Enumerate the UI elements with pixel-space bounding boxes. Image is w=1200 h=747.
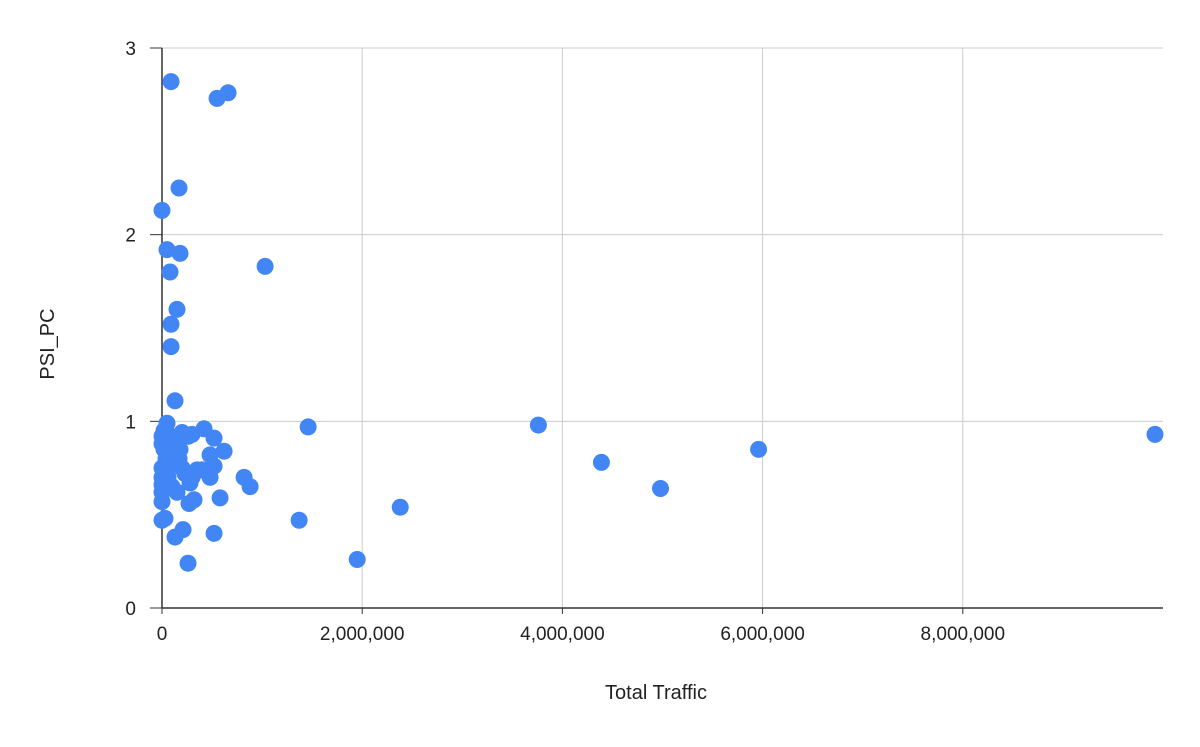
y-tick-label: 3 xyxy=(125,39,136,60)
data-point xyxy=(348,550,366,568)
data-point xyxy=(158,241,176,259)
x-tick-label: 4,000,000 xyxy=(520,624,605,645)
data-point xyxy=(153,201,171,219)
data-point xyxy=(241,478,259,496)
y-axis-title: PSI_PC xyxy=(37,308,59,379)
y-tick-label: 2 xyxy=(125,226,136,247)
data-point xyxy=(180,494,198,512)
data-point xyxy=(171,244,189,262)
data-point xyxy=(290,511,308,529)
tick-labels: 0 1 2 3 0 2,000,000 4,000,000 6,000,000 8,000,00… xyxy=(125,39,1005,645)
data-point xyxy=(592,453,610,471)
grid-layer xyxy=(162,47,1163,608)
x-tick-label: 8,000,000 xyxy=(921,624,1006,645)
y-tick-label: 0 xyxy=(125,599,136,620)
data-point xyxy=(166,392,184,410)
axis-layer xyxy=(150,47,1163,614)
data-point xyxy=(176,465,194,483)
data-point xyxy=(179,554,197,572)
data-point xyxy=(1146,425,1164,443)
data-point xyxy=(153,493,171,511)
data-point xyxy=(205,429,223,447)
x-axis-title: Total Traffic xyxy=(605,682,707,704)
x-tick-label: 0 xyxy=(157,624,168,645)
data-point xyxy=(162,338,180,356)
data-point xyxy=(299,418,317,436)
data-point xyxy=(168,300,186,318)
data-point xyxy=(161,263,179,281)
data-point xyxy=(215,442,233,460)
y-tick-label: 1 xyxy=(125,412,136,433)
data-point xyxy=(162,315,180,333)
data-point xyxy=(166,528,184,546)
data-point xyxy=(170,179,188,197)
data-point xyxy=(391,498,409,516)
data-point xyxy=(157,450,175,468)
data-point xyxy=(205,524,223,542)
data-point xyxy=(162,73,180,91)
data-point xyxy=(211,489,229,507)
x-tick-label: 6,000,000 xyxy=(720,624,805,645)
data-point xyxy=(256,257,274,275)
data-point xyxy=(750,440,768,458)
data-point xyxy=(219,84,237,102)
data-point xyxy=(156,509,174,527)
data-points xyxy=(153,73,1164,572)
data-point xyxy=(651,480,669,498)
x-tick-label: 2,000,000 xyxy=(320,624,405,645)
data-point xyxy=(529,416,547,434)
